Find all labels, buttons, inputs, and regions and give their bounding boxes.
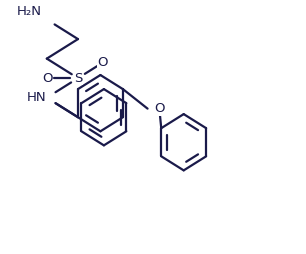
Text: O: O xyxy=(42,72,53,85)
Text: O: O xyxy=(98,56,108,69)
Text: O: O xyxy=(154,102,165,115)
Text: HN: HN xyxy=(27,91,47,104)
Text: H₂N: H₂N xyxy=(17,5,41,18)
Text: S: S xyxy=(74,72,82,85)
